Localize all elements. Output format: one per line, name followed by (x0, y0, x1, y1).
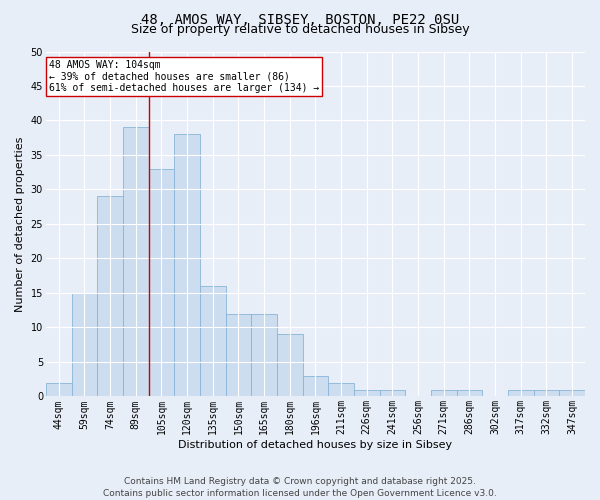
Bar (559, 390, 585, 396)
Bar (431, 390, 457, 396)
Bar (302, 376, 328, 396)
Bar (123, 128, 149, 396)
Text: 48, AMOS WAY, SIBSEY, BOSTON, PE22 0SU: 48, AMOS WAY, SIBSEY, BOSTON, PE22 0SU (141, 12, 459, 26)
Bar (533, 390, 559, 396)
Bar (174, 134, 200, 396)
Bar (508, 390, 533, 396)
Bar (251, 314, 277, 396)
Bar (380, 390, 405, 396)
Bar (71, 293, 97, 397)
Bar (200, 286, 226, 397)
Bar (97, 196, 123, 396)
Text: Contains HM Land Registry data © Crown copyright and database right 2025.
Contai: Contains HM Land Registry data © Crown c… (103, 476, 497, 498)
Bar (277, 334, 302, 396)
Bar (226, 314, 251, 396)
Text: 48 AMOS WAY: 104sqm
← 39% of detached houses are smaller (86)
61% of semi-detach: 48 AMOS WAY: 104sqm ← 39% of detached ho… (49, 60, 319, 94)
Bar (354, 390, 380, 396)
Y-axis label: Number of detached properties: Number of detached properties (15, 136, 25, 312)
X-axis label: Distribution of detached houses by size in Sibsey: Distribution of detached houses by size … (178, 440, 452, 450)
Bar (328, 382, 354, 396)
Bar (149, 169, 174, 396)
Text: Size of property relative to detached houses in Sibsey: Size of property relative to detached ho… (131, 22, 469, 36)
Bar (46, 382, 71, 396)
Bar (457, 390, 482, 396)
